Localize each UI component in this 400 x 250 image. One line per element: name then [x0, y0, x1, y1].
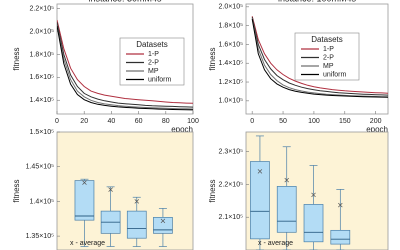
y-tick-label: 1.4×10⁵ — [29, 97, 54, 104]
y-tick-label: 1.35×10⁵ — [26, 233, 54, 240]
x-tick-label: 50 — [279, 118, 287, 125]
plot-body — [57, 19, 193, 111]
series-line — [57, 22, 193, 108]
box — [153, 217, 173, 234]
x-tick-label: 150 — [339, 118, 351, 125]
x-tick-label: 80 — [162, 118, 170, 125]
x-tick-label: 0 — [250, 118, 254, 125]
series-line — [251, 18, 388, 98]
legend-label: 2-P — [323, 54, 334, 61]
panel: instance: 100mM4s fitness 1.0×10⁵ 1.2×10⁵ 1.… — [208, 0, 389, 134]
y-tick-label: 1.6×10⁵ — [29, 74, 54, 81]
y-tick-label: 1.2×10⁵ — [218, 79, 243, 86]
legend-box — [294, 32, 360, 81]
series-line — [57, 24, 193, 110]
y-tick-label: 2.1×10⁵ — [218, 214, 243, 221]
y-tick-label: 2.2×10⁵ — [218, 181, 243, 188]
y-tick-label: 2.0×10⁵ — [218, 4, 243, 11]
chart-title: instance: 100mM4s — [278, 0, 357, 3]
x-tick-label: 100 — [187, 118, 199, 125]
series-line — [57, 25, 193, 111]
legend-title: Datasets — [136, 40, 168, 49]
y-axis-label: fitness — [12, 47, 21, 70]
chart-title: instance: 30mM4s — [88, 0, 162, 3]
y-tick-label: 1.6×10⁵ — [218, 41, 243, 48]
series-line — [251, 17, 388, 96]
legend-label: 1-P — [323, 46, 334, 53]
x-tick-label: 40 — [108, 118, 116, 125]
series-line — [251, 18, 388, 98]
y-tick-label: 1.45×10⁵ — [26, 164, 54, 171]
mean-marker — [311, 192, 316, 198]
mean-marker — [160, 218, 166, 224]
mean-marker — [338, 202, 343, 208]
y-tick-label: 1.0×10⁵ — [218, 98, 243, 105]
legend-label: MP — [323, 63, 334, 70]
y-tick-label: 2.2×10⁵ — [29, 5, 54, 12]
y-axis-label: fitness — [12, 179, 21, 202]
y-axis-label: fitness — [208, 179, 217, 202]
legend-box — [119, 37, 185, 86]
legend-label: MP — [148, 68, 159, 75]
y-tick-label: 2.0×10⁵ — [29, 28, 54, 35]
x-tick-label: 20 — [80, 118, 88, 125]
y-tick-label: 1.8×10⁵ — [218, 22, 243, 29]
box — [276, 186, 297, 233]
mean-marker — [108, 187, 113, 192]
box — [303, 204, 324, 243]
x-tick-label: 60 — [135, 118, 143, 125]
panel: fitness 2.1×10⁵ 2.2×10⁵ 2.3×10⁵ x - average — [208, 131, 389, 250]
x-tick-label: 100 — [308, 118, 320, 125]
y-tick-label: 2.3×10⁵ — [218, 149, 243, 156]
x-tick-label: 200 — [370, 118, 382, 125]
x-axis-label: epoch — [171, 125, 193, 134]
panel: fitness 1.35×10⁵ 1.4×10⁵ 1.45×10⁵ 1.5×10⁵ x -… — [12, 129, 194, 250]
box — [330, 229, 351, 245]
mean-marker — [82, 180, 87, 185]
box — [126, 210, 147, 239]
legend-title: Datasets — [311, 35, 343, 44]
box — [250, 161, 270, 240]
legend-label: 2-P — [148, 59, 159, 66]
y-tick-label: 1.8×10⁵ — [29, 51, 54, 58]
y-tick-label: 1.4×10⁵ — [218, 60, 243, 67]
legend-label: uniform — [148, 76, 172, 83]
y-axis-label: fitness — [208, 47, 217, 70]
mean-marker — [134, 199, 140, 204]
y-tick-label: 1.5×10⁵ — [29, 129, 54, 136]
series-line — [57, 19, 193, 104]
plot-body — [251, 16, 388, 98]
x-tick-label: 0 — [55, 118, 59, 125]
plot-body — [74, 178, 173, 247]
mean-marker — [284, 177, 289, 183]
box — [74, 180, 95, 221]
series-line — [251, 16, 388, 94]
y-tick-label: 1.4×10⁵ — [29, 198, 54, 205]
plot-body — [250, 135, 351, 250]
legend-label: 1-P — [148, 51, 159, 58]
annotation: x - average — [70, 240, 105, 247]
mean-marker — [257, 169, 263, 174]
annotation: x - average — [258, 240, 293, 247]
panel: instance: 30mM4s fitness 1.4×10⁵ 1.6×10⁵ 1.8… — [12, 0, 199, 134]
x-axis-label: epoch — [366, 125, 388, 134]
legend-label: uniform — [323, 71, 347, 78]
